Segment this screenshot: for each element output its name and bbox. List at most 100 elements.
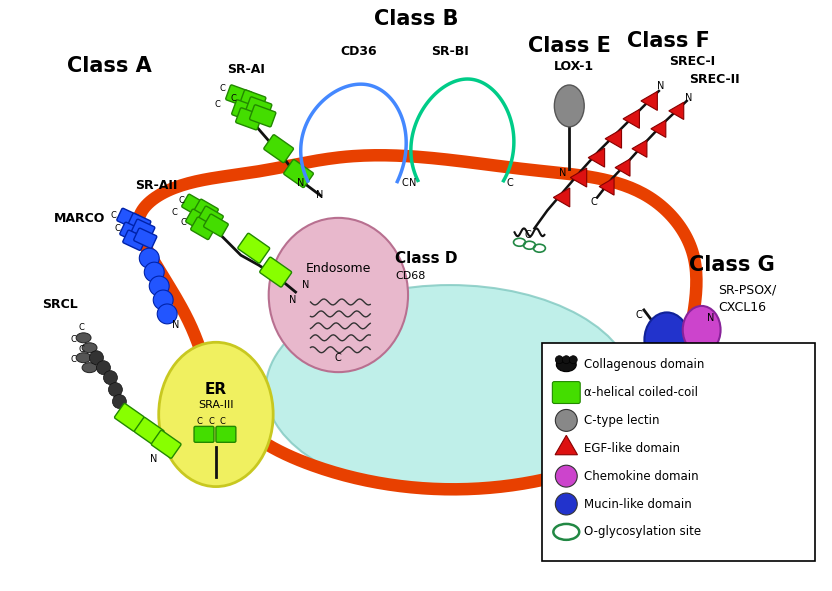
Text: N: N [707, 313, 715, 323]
Text: CD68: CD68 [395, 271, 425, 281]
Text: C: C [636, 310, 642, 320]
Ellipse shape [76, 353, 91, 363]
Text: C: C [171, 208, 177, 217]
Text: N: N [409, 177, 417, 187]
Text: Chemokine domain: Chemokine domain [584, 470, 699, 483]
Text: SR-BI: SR-BI [431, 45, 468, 58]
Text: Class D: Class D [395, 251, 458, 266]
FancyBboxPatch shape [238, 233, 270, 263]
Text: C: C [71, 335, 77, 345]
Ellipse shape [265, 285, 634, 494]
Circle shape [157, 304, 177, 324]
Circle shape [97, 361, 111, 375]
Text: N: N [316, 190, 324, 200]
Text: C: C [215, 100, 220, 109]
Circle shape [555, 465, 577, 487]
Circle shape [555, 356, 563, 363]
Text: N: N [302, 280, 310, 290]
Text: SR-AI: SR-AI [227, 63, 265, 76]
Ellipse shape [82, 343, 97, 353]
Circle shape [112, 395, 126, 408]
Text: Endosome: Endosome [305, 262, 371, 275]
Text: C: C [79, 323, 85, 332]
Text: N: N [289, 295, 296, 305]
FancyBboxPatch shape [181, 194, 206, 217]
Text: CXCL16: CXCL16 [719, 301, 766, 314]
FancyBboxPatch shape [151, 430, 181, 458]
FancyBboxPatch shape [240, 90, 266, 112]
Ellipse shape [269, 218, 408, 372]
Text: Class F: Class F [627, 31, 711, 51]
Text: C: C [79, 345, 85, 354]
Text: C: C [335, 353, 342, 363]
Text: Mucin-like domain: Mucin-like domain [584, 498, 692, 511]
FancyBboxPatch shape [134, 228, 156, 248]
FancyBboxPatch shape [250, 105, 276, 127]
Circle shape [153, 290, 173, 310]
Ellipse shape [159, 342, 273, 486]
FancyBboxPatch shape [542, 343, 815, 561]
Text: EGF-like domain: EGF-like domain [584, 442, 681, 455]
Text: Class G: Class G [689, 255, 775, 275]
Text: CD36: CD36 [340, 45, 377, 58]
Ellipse shape [645, 313, 689, 367]
FancyBboxPatch shape [245, 97, 272, 119]
Text: LOX-1: LOX-1 [554, 60, 594, 73]
FancyBboxPatch shape [115, 404, 144, 431]
FancyBboxPatch shape [131, 219, 155, 239]
Ellipse shape [683, 306, 721, 354]
FancyBboxPatch shape [194, 426, 214, 442]
Text: SRCL: SRCL [42, 298, 77, 311]
Circle shape [149, 276, 169, 296]
Text: MARCO: MARCO [54, 212, 105, 225]
Text: SREC-I: SREC-I [669, 54, 715, 67]
Circle shape [555, 410, 577, 431]
FancyBboxPatch shape [260, 257, 291, 287]
FancyBboxPatch shape [235, 108, 262, 130]
Ellipse shape [554, 85, 584, 127]
Text: C: C [231, 95, 237, 103]
FancyBboxPatch shape [199, 206, 223, 229]
FancyBboxPatch shape [120, 222, 143, 242]
FancyBboxPatch shape [191, 217, 215, 239]
Text: SREC-II: SREC-II [689, 73, 740, 86]
Text: C: C [220, 85, 225, 93]
Text: C: C [402, 177, 409, 187]
Circle shape [569, 356, 577, 363]
Text: N: N [150, 454, 157, 464]
FancyBboxPatch shape [123, 230, 146, 251]
FancyBboxPatch shape [231, 100, 258, 122]
FancyBboxPatch shape [116, 208, 140, 229]
FancyBboxPatch shape [204, 214, 228, 236]
Circle shape [108, 382, 122, 397]
Text: N: N [657, 81, 665, 91]
Text: Class E: Class E [527, 36, 611, 56]
Circle shape [90, 350, 103, 365]
Text: C: C [196, 417, 202, 426]
Text: C: C [591, 197, 597, 207]
Text: Collagenous domain: Collagenous domain [584, 358, 705, 371]
Circle shape [103, 371, 117, 385]
Text: C: C [181, 218, 186, 227]
Text: C-type lectin: C-type lectin [584, 414, 660, 427]
Ellipse shape [82, 363, 97, 373]
Text: SR-AII: SR-AII [135, 179, 177, 192]
Text: C: C [111, 211, 116, 220]
Text: C: C [208, 417, 214, 426]
Text: SRA-III: SRA-III [198, 401, 234, 411]
Text: C: C [115, 224, 121, 233]
Text: C: C [524, 230, 531, 241]
Text: C: C [220, 417, 225, 426]
FancyBboxPatch shape [552, 382, 580, 404]
Circle shape [555, 493, 577, 515]
Text: Class A: Class A [67, 56, 151, 76]
Text: ER: ER [205, 382, 227, 397]
Text: N: N [685, 93, 692, 103]
Text: SR-PSOX/: SR-PSOX/ [719, 284, 777, 297]
FancyBboxPatch shape [284, 160, 314, 187]
Text: α-helical coiled-coil: α-helical coiled-coil [584, 386, 698, 399]
Text: Class B: Class B [374, 9, 458, 30]
FancyBboxPatch shape [264, 135, 294, 163]
Text: C: C [506, 177, 513, 187]
Circle shape [144, 262, 164, 282]
